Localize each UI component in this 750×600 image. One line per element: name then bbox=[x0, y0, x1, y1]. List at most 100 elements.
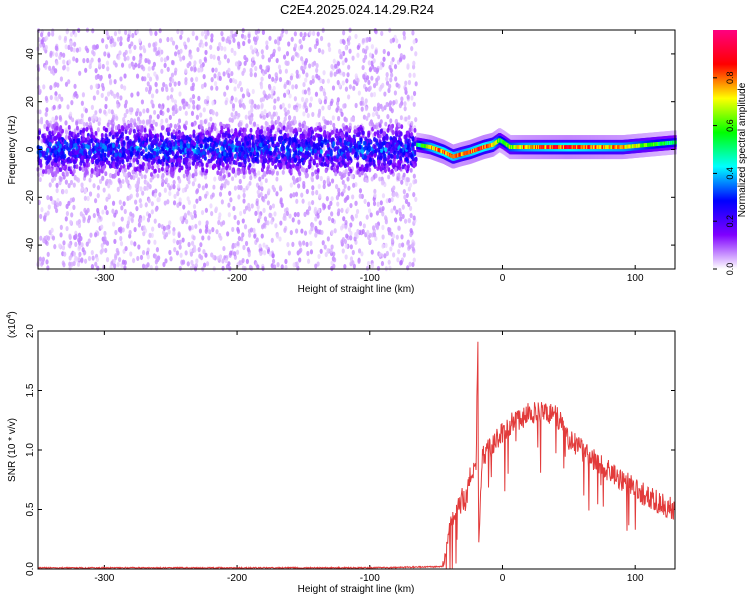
noise-core bbox=[340, 175, 344, 180]
noise-speck bbox=[286, 109, 290, 115]
noise-speck bbox=[317, 112, 321, 118]
noise-core bbox=[153, 168, 157, 174]
noise-speck bbox=[299, 31, 303, 38]
noise-speck bbox=[344, 243, 348, 249]
noise-speck bbox=[314, 263, 318, 269]
noise-speck bbox=[352, 79, 357, 85]
noise-core bbox=[250, 147, 254, 153]
noise-speck bbox=[361, 228, 365, 235]
noise-speck bbox=[104, 96, 108, 102]
noise-speck bbox=[175, 250, 179, 256]
noise-speck bbox=[387, 259, 391, 265]
noise-speck bbox=[106, 66, 110, 72]
noise-speck bbox=[66, 66, 70, 72]
noise-speck bbox=[312, 30, 316, 36]
noise-core bbox=[126, 155, 130, 161]
noise-speck bbox=[400, 234, 404, 240]
noise-speck bbox=[301, 69, 306, 75]
noise-speck bbox=[320, 229, 324, 236]
noise-speck bbox=[382, 48, 386, 55]
noise-speck bbox=[340, 207, 344, 213]
noise-speck bbox=[203, 99, 208, 105]
noise-core bbox=[178, 158, 182, 164]
noise-speck bbox=[81, 92, 86, 98]
noise-speck bbox=[271, 203, 275, 209]
noise-speck bbox=[326, 78, 331, 84]
noise-core bbox=[84, 137, 88, 143]
noise-speck bbox=[318, 220, 322, 226]
noise-speck bbox=[281, 169, 285, 175]
noise-speck bbox=[102, 187, 106, 193]
noise-speck bbox=[355, 208, 360, 215]
noise-core bbox=[143, 174, 147, 180]
noise-speck bbox=[213, 73, 217, 79]
noise-speck bbox=[119, 235, 123, 242]
noise-speck bbox=[100, 92, 104, 99]
noise-core bbox=[193, 141, 197, 147]
noise-speck bbox=[89, 59, 93, 66]
noise-speck bbox=[64, 129, 69, 135]
noise-core bbox=[69, 169, 73, 175]
noise-speck bbox=[168, 249, 172, 256]
noise-speck bbox=[210, 77, 214, 83]
noise-speck bbox=[330, 244, 334, 250]
noise-speck bbox=[198, 195, 202, 202]
noise-speck bbox=[281, 28, 285, 34]
noise-speck bbox=[73, 83, 77, 89]
noise-speck bbox=[204, 41, 208, 47]
noise-core bbox=[256, 151, 260, 157]
noise-speck bbox=[173, 81, 177, 87]
noise-core bbox=[53, 136, 57, 142]
noise-speck bbox=[198, 58, 202, 65]
noise-speck bbox=[92, 183, 96, 189]
noise-speck bbox=[389, 246, 393, 252]
noise-core bbox=[75, 121, 79, 126]
noise-speck bbox=[166, 199, 170, 205]
noise-speck bbox=[400, 179, 404, 185]
noise-speck bbox=[241, 265, 246, 271]
noise-speck bbox=[204, 228, 208, 234]
noise-speck bbox=[138, 38, 142, 44]
noise-speck bbox=[311, 190, 315, 196]
noise-core bbox=[129, 127, 133, 133]
noise-speck bbox=[268, 85, 272, 91]
noise-speck bbox=[211, 227, 215, 233]
noise-speck bbox=[292, 192, 296, 198]
noise-core bbox=[148, 129, 152, 135]
noise-core bbox=[379, 119, 383, 125]
noise-speck bbox=[156, 256, 160, 262]
noise-speck bbox=[96, 89, 100, 95]
noise-speck bbox=[361, 64, 365, 71]
noise-speck bbox=[284, 60, 288, 66]
noise-core bbox=[54, 149, 58, 155]
noise-speck bbox=[246, 91, 250, 97]
noise-speck bbox=[50, 227, 54, 233]
noise-speck bbox=[68, 261, 72, 267]
noise-speck bbox=[381, 205, 385, 212]
noise-speck bbox=[109, 89, 113, 95]
noise-core bbox=[120, 131, 124, 137]
noise-speck bbox=[227, 261, 231, 267]
noise-speck bbox=[141, 119, 146, 125]
noise-speck bbox=[164, 232, 169, 238]
noise-core bbox=[327, 149, 331, 155]
noise-speck bbox=[151, 65, 155, 71]
noise-speck bbox=[146, 72, 151, 79]
noise-speck bbox=[254, 36, 258, 43]
noise-speck bbox=[343, 197, 347, 203]
noise-speck bbox=[410, 45, 414, 52]
noise-core bbox=[78, 166, 82, 171]
noise-speck bbox=[76, 261, 81, 267]
noise-speck bbox=[412, 173, 416, 179]
noise-speck bbox=[146, 81, 150, 87]
noise-core bbox=[252, 158, 256, 164]
noise-speck bbox=[200, 209, 205, 216]
noise-speck bbox=[139, 217, 143, 224]
noise-core bbox=[125, 177, 129, 183]
noise-core bbox=[108, 163, 112, 169]
noise-core bbox=[192, 129, 196, 135]
noise-speck bbox=[345, 233, 349, 239]
noise-core bbox=[365, 163, 369, 169]
noise-speck bbox=[261, 29, 265, 35]
noise-core bbox=[235, 132, 239, 137]
